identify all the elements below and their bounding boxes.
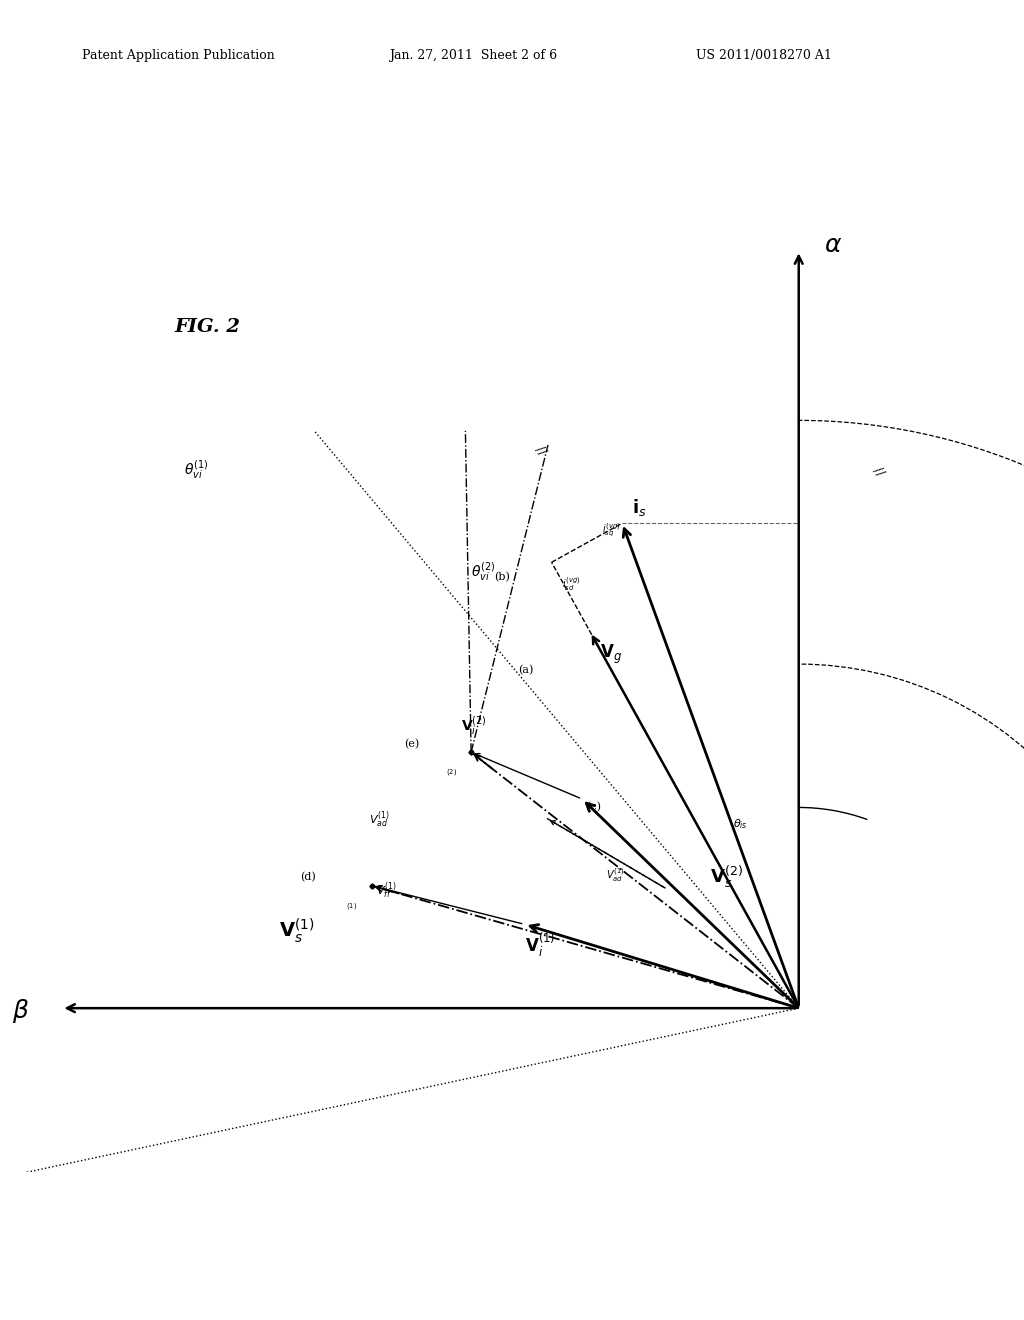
Text: $^{(2)}$: $^{(2)}$ [445, 771, 457, 780]
Text: //: // [870, 465, 886, 479]
Text: (d): (d) [300, 873, 315, 883]
Text: Jan. 27, 2011  Sheet 2 of 6: Jan. 27, 2011 Sheet 2 of 6 [389, 49, 557, 62]
Text: $\mathbf{V}_s^{(1)}$: $\mathbf{V}_s^{(1)}$ [280, 916, 314, 945]
Text: (e): (e) [404, 739, 420, 748]
Text: $\mathbf{i}_s$: $\mathbf{i}_s$ [633, 496, 647, 517]
Text: $i_{sd}^{(vg)}$: $i_{sd}^{(vg)}$ [562, 576, 581, 593]
Text: $V_{ff}^{(1)}$: $V_{ff}^{(1)}$ [377, 880, 397, 902]
Text: (b): (b) [494, 572, 510, 582]
Text: $V_{ad}^{(1)}$: $V_{ad}^{(1)}$ [369, 809, 389, 830]
Text: $i_{sq}^{(vg)}$: $i_{sq}^{(vg)}$ [602, 521, 621, 539]
Text: //: // [532, 444, 548, 458]
Text: (a): (a) [518, 665, 534, 675]
Text: $\mathbf{V}_i^{(2)}$: $\mathbf{V}_i^{(2)}$ [461, 715, 486, 738]
Text: $\theta_{is}$: $\theta_{is}$ [733, 817, 748, 832]
Text: $\mathbf{V}_g$: $\mathbf{V}_g$ [600, 643, 623, 665]
Text: $\mathbf{V}_s^{(2)}$: $\mathbf{V}_s^{(2)}$ [711, 863, 743, 890]
Text: FIG. 2: FIG. 2 [174, 318, 240, 337]
Text: US 2011/0018270 A1: US 2011/0018270 A1 [696, 49, 833, 62]
Text: $V_{ad}^{(1)}$: $V_{ad}^{(1)}$ [606, 866, 625, 884]
Text: $\theta_{vi}^{(2)}$: $\theta_{vi}^{(2)}$ [471, 561, 496, 585]
Text: $\theta_{vi}^{(1)}$: $\theta_{vi}^{(1)}$ [184, 459, 209, 482]
Text: $\beta$: $\beta$ [12, 997, 29, 1026]
Text: (c): (c) [586, 803, 601, 813]
Text: Patent Application Publication: Patent Application Publication [82, 49, 274, 62]
Text: $^{(1)}$: $^{(1)}$ [346, 904, 357, 913]
Text: $\alpha$: $\alpha$ [824, 234, 843, 257]
Text: $\mathbf{V}_i^{(1)}$: $\mathbf{V}_i^{(1)}$ [525, 932, 555, 960]
